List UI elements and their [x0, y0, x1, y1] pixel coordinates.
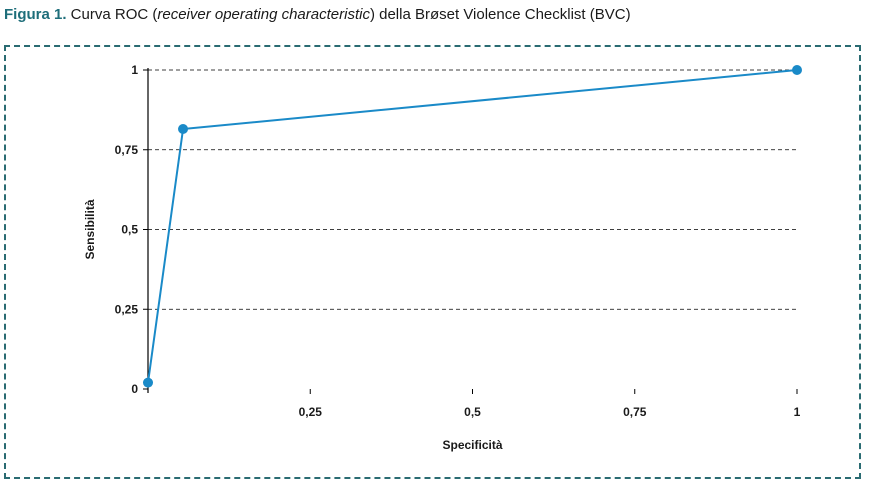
- y-tick-label-0: 0: [131, 382, 138, 396]
- x-tick-label-3: 1: [794, 405, 801, 419]
- y-tick-label-2: 0,5: [121, 223, 138, 237]
- x-tick-label-2: 0,75: [623, 405, 647, 419]
- figure-frame: [4, 45, 861, 479]
- roc-point-1: [178, 124, 189, 135]
- y-tick-label-4: 1: [131, 63, 138, 77]
- caption-text-italic: receiver operating characteristic: [157, 6, 370, 23]
- y-tick-label-1: 0,25: [115, 302, 139, 316]
- x-tick-label-1: 0,5: [464, 405, 481, 419]
- y-tick-label-3: 0,75: [115, 143, 139, 157]
- y-axis-title: Sensibilità: [83, 199, 97, 259]
- x-tick-label-0: 0,25: [299, 405, 323, 419]
- roc-point-2: [792, 65, 802, 75]
- roc-point-0: [143, 377, 153, 388]
- caption-text-before: Curva ROC (: [66, 6, 158, 23]
- caption-text-after: ) della Brøset Violence Checklist (BVC): [369, 6, 631, 23]
- figure-caption: Figura 1. Curva ROC (receiver operating …: [4, 6, 631, 23]
- roc-curve-line: [147, 69, 798, 383]
- figure-label: Figura 1.: [4, 6, 67, 23]
- x-axis-title: Specificità: [442, 438, 502, 452]
